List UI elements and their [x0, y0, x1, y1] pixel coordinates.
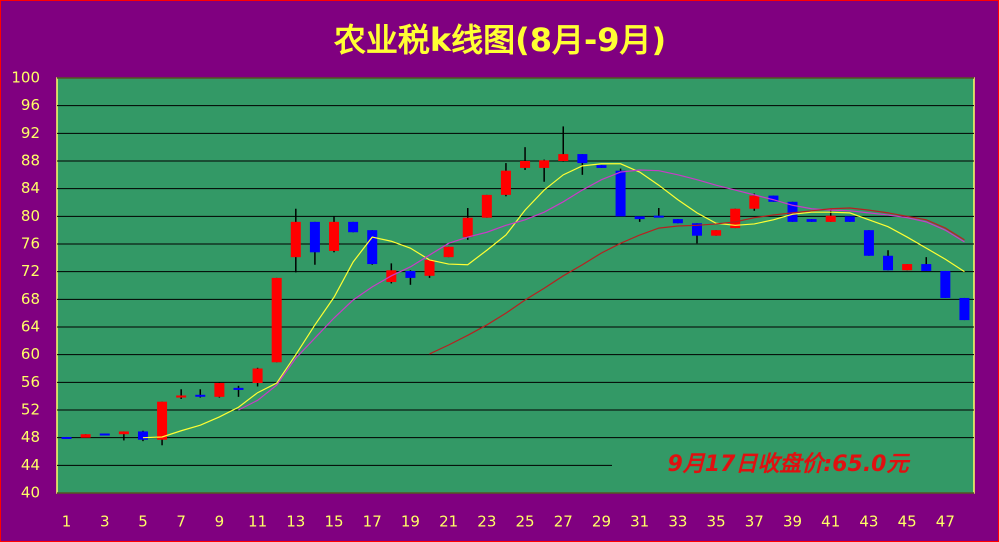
x-tick-label: 31 [630, 513, 649, 531]
candle-body [329, 221, 340, 251]
y-tick-label: 64 [21, 318, 40, 336]
annotation: 9月17日收盘价:65.0元 [667, 451, 910, 477]
x-tick-label: 33 [668, 513, 687, 531]
moving-average-line [238, 169, 965, 411]
y-tick-label: 52 [21, 401, 40, 419]
x-tick-label: 13 [286, 513, 305, 531]
candle-body [787, 201, 798, 222]
candle-body [99, 433, 110, 436]
candle-body [902, 264, 913, 271]
y-tick-label: 56 [21, 373, 40, 391]
candle-body [520, 161, 531, 168]
y-tick-label: 48 [21, 428, 40, 446]
x-tick-label: 25 [516, 513, 535, 531]
candle-body [577, 154, 588, 164]
x-tick-label: 29 [592, 513, 611, 531]
candle-body [157, 401, 168, 440]
candle-body [711, 230, 722, 236]
grid [57, 77, 974, 494]
x-tick-label: 27 [554, 513, 573, 531]
candle-body [137, 431, 148, 440]
candle-body [61, 436, 72, 439]
candle-body [825, 215, 836, 222]
chart-title: 农业税k线图(8月-9月) [334, 21, 666, 59]
y-tick-label: 92 [21, 124, 40, 142]
candle-body [863, 230, 874, 256]
x-tick-label: 35 [707, 513, 726, 531]
candle-body [596, 165, 607, 168]
y-tick-label: 100 [11, 69, 40, 87]
x-tick-label: 41 [821, 513, 840, 531]
candle-body [481, 194, 492, 218]
y-tick-label: 80 [21, 207, 40, 225]
candle-body [883, 255, 894, 271]
candle-body [309, 221, 320, 253]
x-tick-label: 47 [936, 513, 955, 531]
candle-body [118, 431, 129, 435]
y-tick-label: 88 [21, 152, 40, 170]
candle-body [214, 383, 225, 397]
candle-body [921, 264, 932, 271]
x-tick-label: 5 [138, 513, 148, 531]
candle-body [558, 154, 569, 161]
candle-body [653, 215, 664, 218]
candle-body [462, 217, 473, 238]
x-tick-label: 3 [100, 513, 110, 531]
y-tick-label: 76 [21, 235, 40, 253]
x-tick-label: 21 [439, 513, 458, 531]
moving-average-line [142, 163, 965, 439]
y-tick-label: 68 [21, 290, 40, 308]
marks [61, 126, 970, 446]
x-tick-label: 1 [62, 513, 72, 531]
candle-body [405, 270, 416, 278]
candle-body [768, 195, 779, 202]
candle-body [500, 170, 511, 195]
y-tick-label: 96 [21, 96, 40, 114]
x-tick-label: 45 [898, 513, 917, 531]
candle-body [252, 368, 263, 384]
candle-body [348, 221, 359, 233]
x-tick-label: 39 [783, 513, 802, 531]
y-tick-label: 44 [21, 456, 40, 474]
x-tick-label: 15 [324, 513, 343, 531]
x-tick-label: 9 [215, 513, 225, 531]
x-tick-label: 43 [859, 513, 878, 531]
candle-body [672, 219, 683, 224]
candle-body [691, 223, 702, 236]
candle-body [806, 219, 817, 222]
x-tick-label: 23 [477, 513, 496, 531]
candle-body [844, 216, 855, 222]
y-tick-label: 72 [21, 262, 40, 280]
candle-body [233, 387, 244, 390]
x-tick-label: 17 [363, 513, 382, 531]
candle-body [176, 395, 187, 398]
candle-body [539, 160, 550, 168]
y-tick-label: 40 [21, 484, 40, 502]
candle-body [80, 434, 91, 438]
x-tick-label: 37 [745, 513, 764, 531]
candle-body [730, 208, 741, 229]
candle-body [271, 277, 282, 363]
candle-body [195, 394, 206, 397]
moving-average-line [429, 207, 965, 355]
candle-body [940, 270, 951, 298]
candle-body [749, 195, 760, 209]
candle-body [615, 170, 626, 217]
x-tick-label: 11 [248, 513, 267, 531]
annotation-box [612, 450, 973, 482]
candle-body [367, 230, 378, 265]
y-tick-label: 84 [21, 179, 40, 197]
candle-body [959, 297, 970, 321]
x-tick-label: 7 [176, 513, 186, 531]
candle-body [634, 216, 645, 220]
candle-body [443, 246, 454, 258]
x-tick-label: 19 [401, 513, 420, 531]
candle-body [424, 259, 435, 276]
y-tick-label: 60 [21, 345, 40, 363]
candle-body [290, 221, 301, 258]
plot-area [56, 77, 975, 494]
